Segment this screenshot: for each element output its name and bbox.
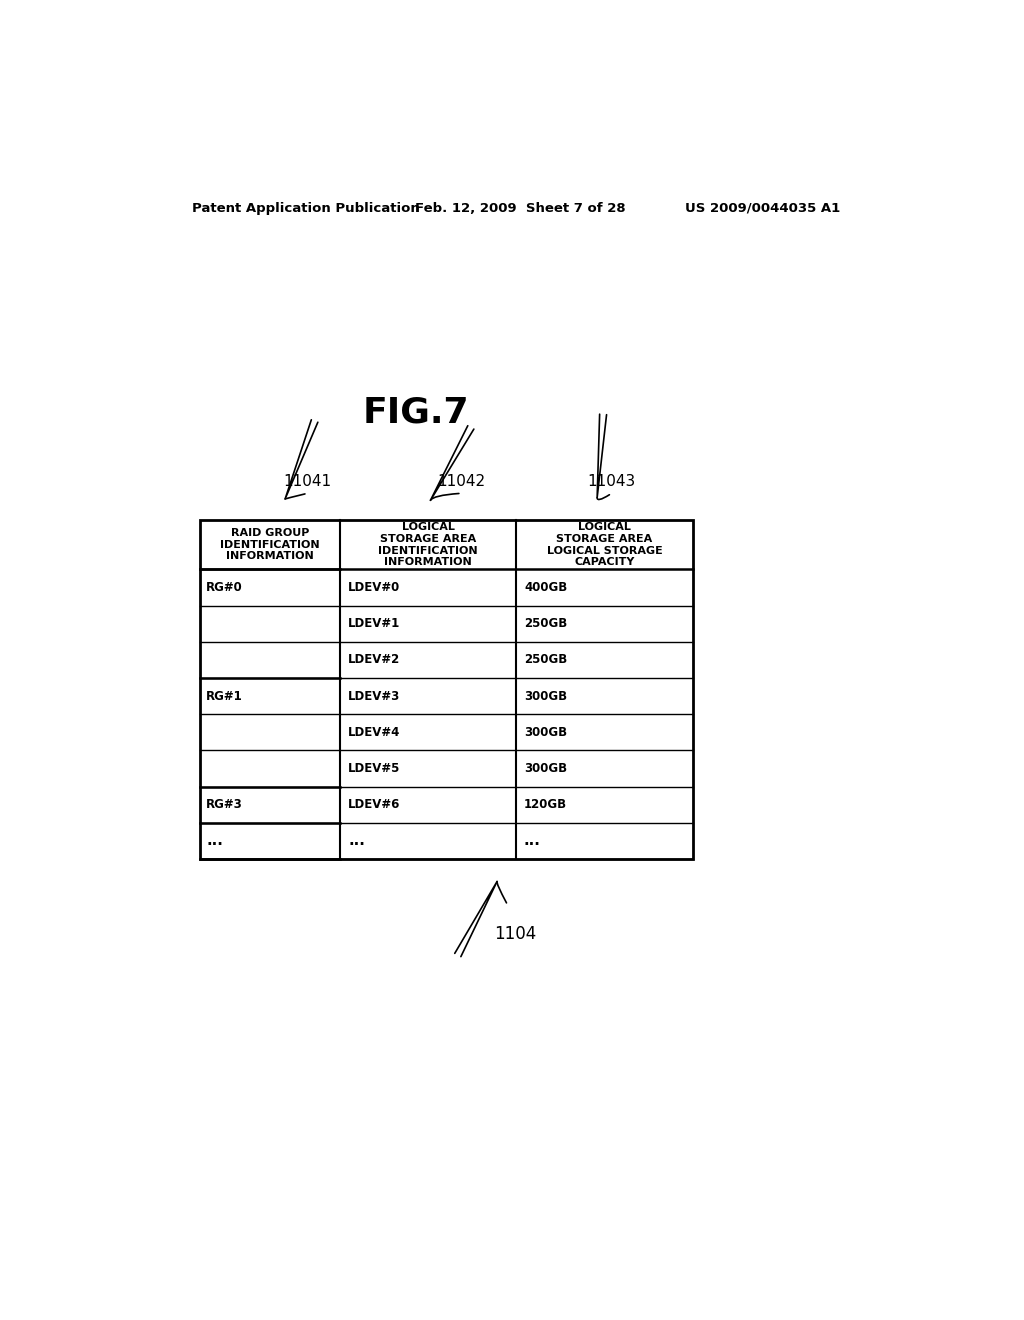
Text: 11041: 11041 [284, 474, 332, 490]
Text: LDEV#5: LDEV#5 [348, 762, 400, 775]
Text: Feb. 12, 2009  Sheet 7 of 28: Feb. 12, 2009 Sheet 7 of 28 [416, 202, 626, 215]
Text: LDEV#3: LDEV#3 [348, 689, 400, 702]
Text: LDEV#2: LDEV#2 [348, 653, 400, 667]
Text: 300GB: 300GB [524, 762, 567, 775]
Text: 250GB: 250GB [524, 618, 567, 630]
Text: LDEV#4: LDEV#4 [348, 726, 400, 739]
Text: 300GB: 300GB [524, 726, 567, 739]
Text: LOGICAL
STORAGE AREA
LOGICAL STORAGE
CAPACITY: LOGICAL STORAGE AREA LOGICAL STORAGE CAP… [547, 523, 663, 568]
Text: 11042: 11042 [437, 474, 485, 490]
Text: 1104: 1104 [495, 924, 537, 942]
Text: LDEV#0: LDEV#0 [348, 581, 400, 594]
Text: LOGICAL
STORAGE AREA
IDENTIFICATION
INFORMATION: LOGICAL STORAGE AREA IDENTIFICATION INFO… [379, 523, 478, 568]
Text: RG#0: RG#0 [206, 581, 243, 594]
Text: US 2009/0044035 A1: US 2009/0044035 A1 [685, 202, 841, 215]
Text: 250GB: 250GB [524, 653, 567, 667]
Text: 400GB: 400GB [524, 581, 567, 594]
Text: ...: ... [206, 833, 223, 849]
Text: LDEV#6: LDEV#6 [348, 799, 400, 812]
Text: ...: ... [348, 833, 365, 849]
Text: RG#3: RG#3 [206, 799, 243, 812]
Text: RAID GROUP
IDENTIFICATION
INFORMATION: RAID GROUP IDENTIFICATION INFORMATION [220, 528, 319, 561]
Text: FIG.7: FIG.7 [362, 396, 469, 429]
Text: LDEV#1: LDEV#1 [348, 618, 400, 630]
Text: 300GB: 300GB [524, 689, 567, 702]
Text: Patent Application Publication: Patent Application Publication [193, 202, 420, 215]
Text: RG#1: RG#1 [206, 689, 243, 702]
Text: 120GB: 120GB [524, 799, 567, 812]
Text: 11043: 11043 [588, 474, 636, 490]
Text: ...: ... [524, 833, 541, 849]
Bar [200, 520, 692, 859]
